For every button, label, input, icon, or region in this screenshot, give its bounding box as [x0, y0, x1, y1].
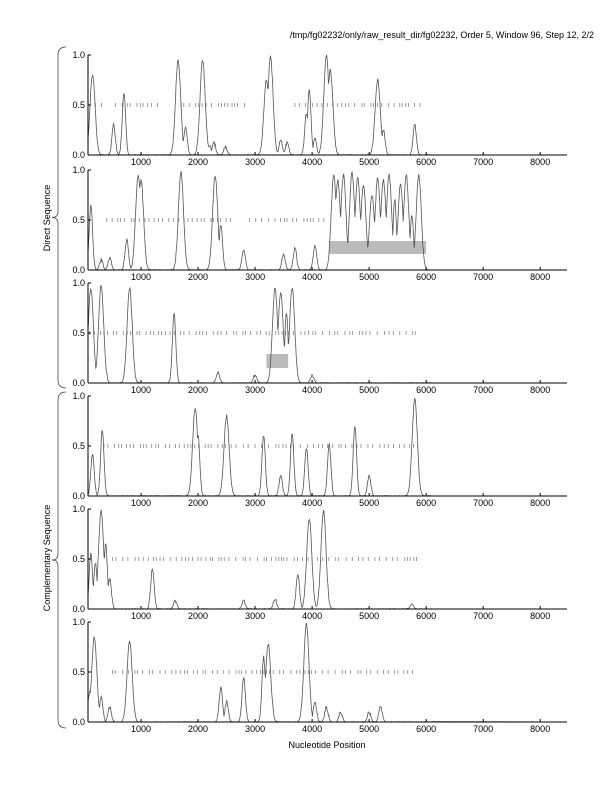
- x-tick-label: 3000: [245, 157, 265, 167]
- x-tick-label: 4000: [302, 724, 322, 734]
- y-tick-label: 1.0: [72, 165, 85, 175]
- y-tick-label: 0.5: [72, 215, 85, 225]
- y-tick-label: 0.0: [72, 604, 85, 614]
- x-tick-label: 4000: [302, 157, 322, 167]
- x-tick-label: 3000: [245, 385, 265, 395]
- x-tick-label: 5000: [359, 498, 379, 508]
- panel-direct-frame-2: 1000 2000 3000 4000 5000 6000 7000 8000 0.0 0.5 1.…: [72, 165, 567, 282]
- shaded-region: [329, 241, 427, 254]
- x-tick-label: 8000: [530, 272, 550, 282]
- y-tick-label: 0.5: [72, 328, 85, 338]
- x-tick-label: 8000: [530, 157, 550, 167]
- x-tick-label: 3000: [245, 724, 265, 734]
- x-tick-label: 2000: [188, 272, 208, 282]
- x-tick-label: 6000: [416, 157, 436, 167]
- y-tick-label: 0.5: [72, 441, 85, 451]
- x-tick-label: 1000: [131, 157, 151, 167]
- panel-direct-frame-3: 1000 2000 3000 4000 5000 6000 7000 8000 0.0 0.5 1.…: [72, 278, 567, 395]
- x-tick-label: 6000: [416, 498, 436, 508]
- x-tick-label: 3000: [245, 611, 265, 621]
- panel-direct-frame-1: 1000 2000 3000 4000 5000 6000 7000 8000 0.0 0.5 1.…: [72, 50, 567, 167]
- y-tick-label: 0.0: [72, 265, 85, 275]
- x-tick-label: 4000: [302, 498, 322, 508]
- x-tick-label: 6000: [416, 611, 436, 621]
- x-tick-label: 1000: [131, 724, 151, 734]
- x-tick-label: 7000: [473, 498, 493, 508]
- group-brace-1: [51, 391, 67, 729]
- x-tick-label: 4000: [302, 611, 322, 621]
- y-tick-label: 0.5: [72, 667, 85, 677]
- x-tick-label: 2000: [188, 724, 208, 734]
- group-brace-0: [51, 46, 67, 389]
- x-tick-label: 7000: [473, 157, 493, 167]
- x-tick-label: 8000: [530, 385, 550, 395]
- x-tick-label: 8000: [530, 724, 550, 734]
- x-tick-label: 8000: [530, 611, 550, 621]
- y-tick-label: 1.0: [72, 504, 85, 514]
- coding-potential-line: [87, 170, 567, 271]
- x-tick-label: 3000: [245, 498, 265, 508]
- x-tick-label: 5000: [359, 385, 379, 395]
- y-tick-label: 1.0: [72, 617, 85, 627]
- y-tick-label: 0.0: [72, 491, 85, 501]
- x-tick-label: 1000: [131, 272, 151, 282]
- panel-complementary-frame-2: 1000 2000 3000 4000 5000 6000 7000 8000 0.0 0.5 1.…: [72, 504, 567, 621]
- y-tick-label: 0.0: [72, 717, 85, 727]
- y-tick-label: 1.0: [72, 50, 85, 60]
- x-tick-label: 4000: [302, 385, 322, 395]
- y-tick-label: 0.5: [72, 100, 85, 110]
- x-tick-label: 6000: [416, 724, 436, 734]
- group-label-complementary: Complementary Sequence: [42, 505, 52, 612]
- shaded-region: [266, 354, 289, 368]
- x-axis-label: Nucleotide Position: [288, 740, 365, 750]
- x-tick-label: 2000: [188, 385, 208, 395]
- x-tick-label: 7000: [473, 272, 493, 282]
- y-tick-label: 0.0: [72, 378, 85, 388]
- x-tick-label: 6000: [416, 272, 436, 282]
- x-tick-label: 5000: [359, 272, 379, 282]
- x-tick-label: 1000: [131, 385, 151, 395]
- x-tick-label: 2000: [188, 611, 208, 621]
- x-tick-label: 1000: [131, 498, 151, 508]
- y-tick-label: 1.0: [72, 278, 85, 288]
- coding-potential-line: [87, 285, 567, 384]
- x-tick-label: 8000: [530, 498, 550, 508]
- chart-title: /tmp/fg02232/only/raw_result_dir/fg02232…: [289, 30, 594, 40]
- panel-complementary-frame-3: 1000 2000 3000 4000 5000 6000 7000 8000 0.0 0.5 1.…: [72, 617, 568, 734]
- x-tick-label: 6000: [416, 385, 436, 395]
- x-tick-label: 2000: [188, 157, 208, 167]
- x-tick-label: 4000: [302, 272, 322, 282]
- x-tick-label: 5000: [359, 611, 379, 621]
- x-tick-label: 7000: [473, 611, 493, 621]
- x-tick-label: 1000: [131, 611, 151, 621]
- group-label-direct: Direct Sequence: [42, 185, 52, 252]
- x-tick-label: 3000: [245, 272, 265, 282]
- x-tick-label: 7000: [473, 724, 493, 734]
- y-tick-label: 1.0: [72, 391, 85, 401]
- panel-complementary-frame-1: 1000 2000 3000 4000 5000 6000 7000 8000 0.0 0.5 1.…: [72, 391, 567, 508]
- y-tick-label: 0.0: [72, 150, 85, 160]
- x-tick-label: 2000: [188, 498, 208, 508]
- y-tick-label: 0.5: [72, 554, 85, 564]
- x-tick-label: 5000: [359, 157, 379, 167]
- x-tick-label: 5000: [359, 724, 379, 734]
- x-tick-label: 7000: [473, 385, 493, 395]
